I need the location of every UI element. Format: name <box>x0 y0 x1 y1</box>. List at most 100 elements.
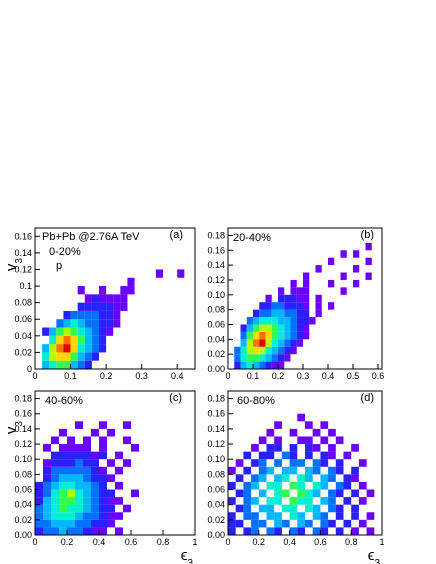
heat-cell <box>278 302 285 310</box>
heat-cell <box>312 489 321 498</box>
heat-cell <box>258 474 267 482</box>
heat-cell <box>246 346 253 355</box>
heat-cell <box>240 331 247 340</box>
heat-cell <box>234 346 241 355</box>
heat-cell <box>56 360 64 369</box>
heat-cell <box>107 459 115 467</box>
heat-cell <box>83 512 91 520</box>
heat-cell <box>259 309 266 318</box>
heat-cell <box>91 327 99 336</box>
heat-cell <box>353 265 360 273</box>
heat-cell <box>353 250 360 258</box>
x-axis-label: ϵ3 <box>181 547 194 564</box>
heat-cell <box>70 327 78 336</box>
heat-cell <box>284 317 291 325</box>
heat-cell <box>49 360 57 369</box>
heat-cell <box>320 497 329 505</box>
heat-cell <box>258 519 267 528</box>
heat-cell <box>83 444 91 452</box>
x-tick-label: 0.4 <box>322 371 335 381</box>
x-tick-label: 0.2 <box>61 537 74 547</box>
heat-cell <box>83 481 91 490</box>
heat-cell <box>289 527 298 535</box>
heat-cell <box>240 354 247 362</box>
heat-cell <box>99 489 107 498</box>
heat-cell <box>75 481 83 490</box>
heat-cell <box>99 421 107 429</box>
heat-cell <box>99 519 107 528</box>
x-tick-label: 0.1 <box>64 371 77 381</box>
x-tick-label: 1 <box>379 537 384 547</box>
heat-cell <box>328 474 336 482</box>
heat-cell <box>235 474 244 482</box>
heat-cell <box>265 317 272 325</box>
heat-cell <box>266 444 275 452</box>
heat-cell <box>266 512 275 520</box>
heat-cell <box>320 474 329 482</box>
heat-cell <box>289 497 298 505</box>
heat-cell <box>253 346 260 355</box>
y-tick-label: 0.06 <box>14 314 32 324</box>
heat-cell <box>99 474 107 482</box>
heat-cell <box>303 287 310 295</box>
heat-cell <box>351 512 359 520</box>
heat-cell <box>284 339 291 347</box>
heat-cell <box>335 459 344 467</box>
heat-cell <box>67 459 75 467</box>
heat-cell <box>289 451 298 460</box>
x-tick-label: 0.5 <box>347 371 360 381</box>
heat-cell <box>251 444 259 452</box>
heat-cell <box>99 302 107 311</box>
heat-cell <box>35 504 43 513</box>
heat-cell <box>106 302 114 311</box>
heat-cell <box>84 294 92 303</box>
heat-cell <box>67 436 75 445</box>
heat-cell <box>303 317 310 325</box>
heat-cell <box>35 527 43 535</box>
heat-cell <box>320 519 329 528</box>
heat-cell <box>84 327 92 336</box>
heat-cell <box>278 317 285 325</box>
heat-cell <box>91 474 99 482</box>
x-tick-label: 0 <box>225 537 230 547</box>
heat-cell <box>271 354 278 362</box>
heat-cell <box>320 459 329 467</box>
heat-cell <box>259 324 266 332</box>
heat-cell <box>274 527 282 535</box>
heat-cell <box>59 474 67 482</box>
y-tick-label: 0.18 <box>14 394 32 404</box>
heat-cell <box>320 421 329 429</box>
heat-cell <box>274 421 282 429</box>
heat-cell <box>67 512 75 520</box>
heat-cell <box>91 489 99 498</box>
heat-cell <box>99 481 107 490</box>
heat-cell <box>75 444 83 452</box>
y-tick-label: 0.12 <box>14 264 32 274</box>
heat-cell <box>91 512 99 520</box>
heat-cell <box>253 309 260 318</box>
heat-cell <box>228 481 236 490</box>
heat-cell <box>240 339 247 347</box>
heat-cell <box>266 527 275 535</box>
heat-cell <box>115 451 123 460</box>
y-tick-label: 0.00 <box>14 530 32 540</box>
heat-cell <box>240 361 247 369</box>
heat-cell <box>303 294 310 303</box>
heat-cell <box>246 324 253 332</box>
heat-cell <box>278 294 285 303</box>
heat-cell <box>42 344 50 353</box>
heat-cell <box>228 497 236 505</box>
heat-cell <box>63 335 71 345</box>
heat-cell <box>243 481 252 490</box>
heat-cell <box>271 331 278 340</box>
heat-cell <box>91 352 99 361</box>
heat-cell <box>320 512 329 520</box>
heat-cell <box>289 466 298 475</box>
heat-cell <box>106 319 114 328</box>
heat-cell <box>296 294 303 303</box>
heat-cell <box>43 497 51 505</box>
heat-cell <box>83 474 91 482</box>
heat-cell <box>56 327 64 336</box>
heat-cell <box>290 287 297 295</box>
heat-cell <box>70 319 78 328</box>
